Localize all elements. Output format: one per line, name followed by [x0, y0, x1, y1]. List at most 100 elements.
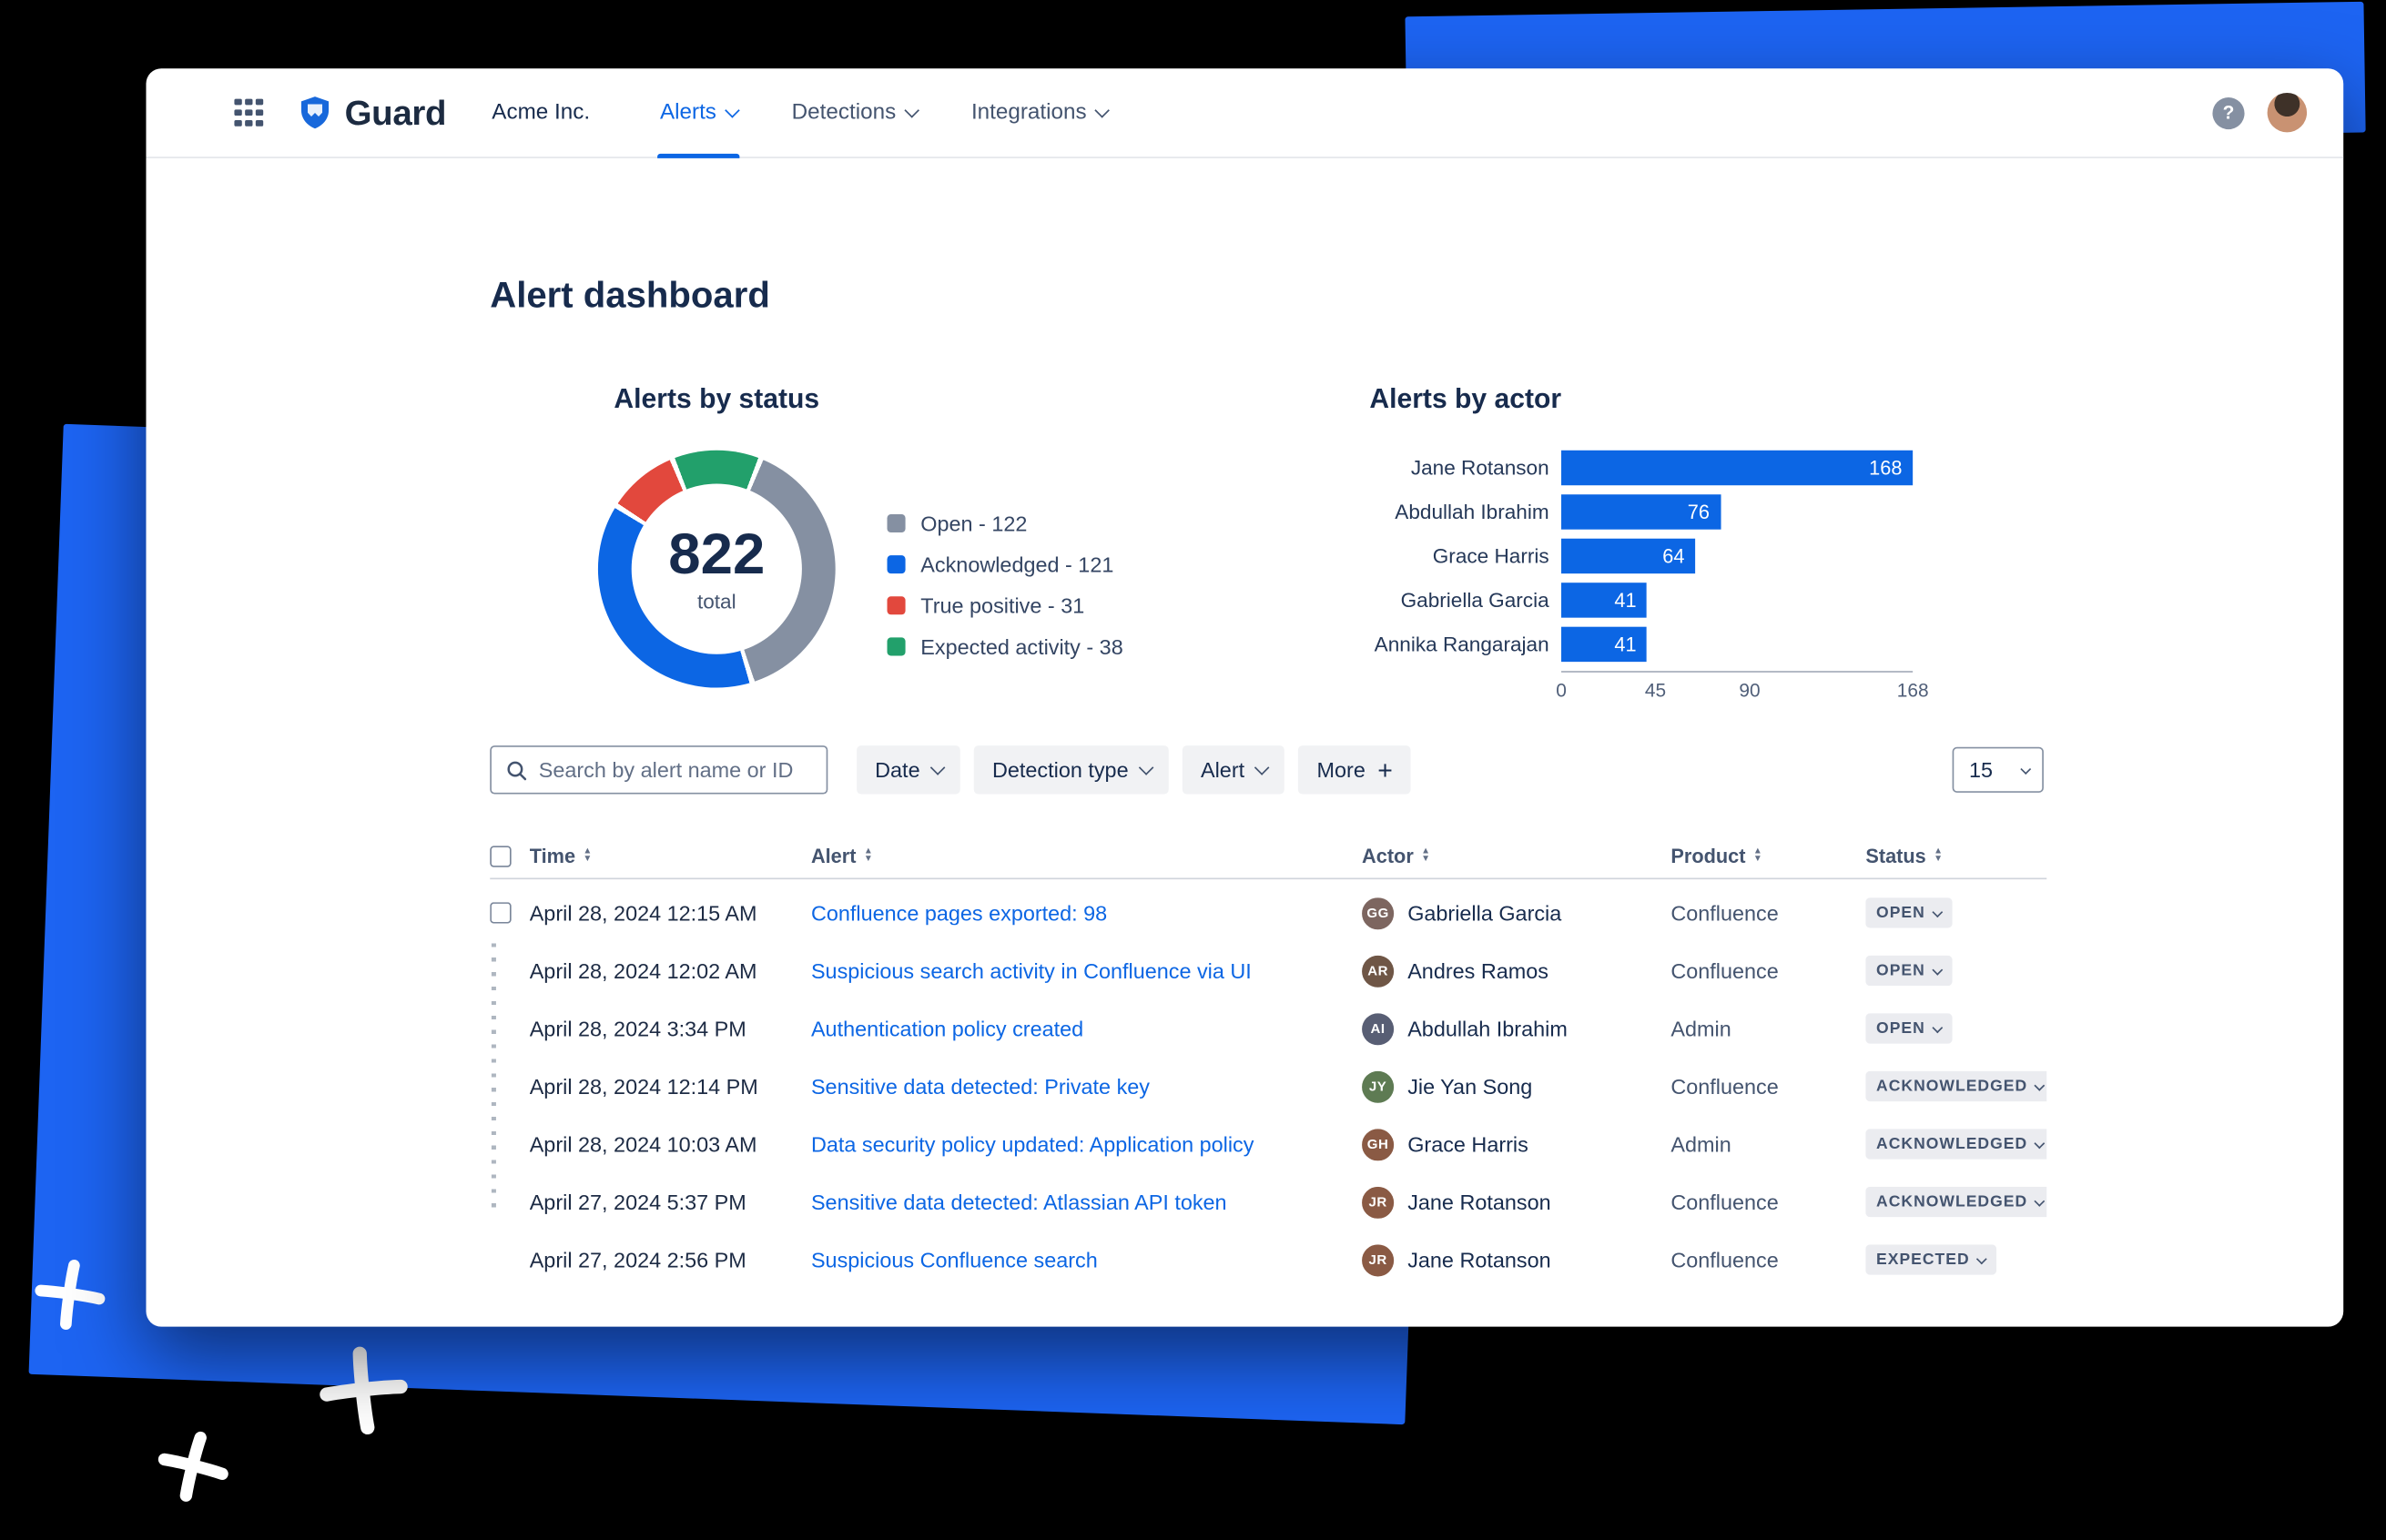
cell-actor: GH Grace Harris — [1362, 1128, 1670, 1160]
guard-shield-icon — [300, 96, 329, 129]
user-avatar[interactable] — [2267, 92, 2308, 133]
bar-track: 41 — [1561, 583, 1919, 618]
col-label: Status — [1865, 844, 1926, 867]
chevron-down-icon — [725, 102, 739, 117]
status-badge[interactable]: OPEN — [1865, 1013, 1953, 1044]
nav-item-label: Integrations — [970, 100, 1087, 126]
alert-link[interactable]: Sensitive data detected: Atlassian API t… — [810, 1190, 1227, 1214]
bar-row: Annika Rangarajan 41 — [1369, 623, 2085, 666]
cell-status: OPEN — [1865, 1013, 2046, 1044]
cell-actor: JR Jane Rotanson — [1362, 1185, 1670, 1219]
donut-total-label: total — [696, 589, 736, 613]
table-row: April 28, 2024 10:03 AM Data security pol… — [490, 1115, 2047, 1173]
col-label: Time — [529, 844, 576, 867]
table-row: April 28, 2024 12:02 AM Suspicious search… — [490, 942, 2046, 1000]
bar: 168 — [1561, 450, 1914, 486]
alert-link[interactable]: Suspicious Confluence search — [810, 1247, 1098, 1272]
nav-item-integrations[interactable]: Integrations — [970, 68, 1110, 157]
status-label: ACKNOWLEDGED — [1876, 1192, 2028, 1211]
chevron-down-icon — [1933, 906, 1943, 917]
cell-product: Admin — [1670, 1016, 1731, 1041]
more-filters-button[interactable]: More + — [1298, 745, 1411, 795]
alert-link[interactable]: Sensitive data detected: Private key — [810, 1074, 1150, 1099]
cell-product: Confluence — [1670, 958, 1779, 983]
actor-avatar: JR — [1362, 1185, 1395, 1219]
bar-category-label: Grace Harris — [1432, 544, 1549, 568]
status-badge[interactable]: OPEN — [1865, 955, 1953, 987]
alert-link[interactable]: Suspicious search activity in Confluence… — [810, 958, 1252, 983]
row-checkbox[interactable] — [490, 902, 512, 924]
status-legend: Open - 122 Acknowledged - 121 True positiv… — [887, 502, 1123, 667]
status-label: OPEN — [1876, 961, 1925, 980]
search-box — [490, 745, 828, 795]
table-row: April 27, 2024 5:37 PM Sensitive data det… — [490, 1173, 2047, 1231]
actor-avatar: JR — [1362, 1243, 1395, 1276]
legend-item: Expected activity - 38 — [887, 625, 1123, 666]
table-header: Time ▲ ▼ Alert ▲ ▼ Actor ▲ ▼ Product ▲ ▼ Sta… — [490, 834, 2047, 880]
cell-status: ACKNOWLEDGED — [1865, 1186, 2047, 1218]
alert-link[interactable]: Data security policy updated: Applicatio… — [810, 1131, 1254, 1157]
nav-item-alerts[interactable]: Alerts — [656, 68, 740, 158]
status-badge[interactable]: EXPECTED — [1865, 1244, 1996, 1275]
col-label: Alert — [810, 844, 857, 867]
actor-avatar: GH — [1362, 1128, 1395, 1160]
status-badge[interactable]: ACKNOWLEDGED — [1865, 1186, 2047, 1218]
page-size-value: 15 — [1968, 757, 1994, 783]
actor-name: Andres Ramos — [1407, 958, 1548, 983]
status-badge[interactable]: ACKNOWLEDGED — [1865, 1129, 2047, 1160]
bar: 41 — [1561, 626, 1648, 663]
cell-status: ACKNOWLEDGED — [1865, 1070, 2047, 1102]
nav-item-detections[interactable]: Detections — [792, 68, 919, 157]
legend-swatch-icon — [887, 513, 906, 532]
row-select-cell — [490, 902, 529, 924]
bar-track: 76 — [1561, 494, 1919, 530]
decorative-dots — [491, 943, 496, 1218]
col-product[interactable]: Product ▲ ▼ — [1670, 845, 1865, 867]
chevron-down-icon — [2020, 763, 2030, 774]
search-input[interactable] — [538, 757, 813, 783]
cell-alert: Suspicious Confluence search — [811, 1248, 1362, 1272]
chevron-down-icon — [1933, 964, 1943, 975]
cell-actor: AR Andres Ramos — [1362, 954, 1670, 988]
date-filter-button[interactable]: Date — [857, 745, 960, 795]
help-icon[interactable]: ? — [2212, 96, 2245, 129]
plus-icon: + — [1377, 755, 1393, 785]
cell-status: ACKNOWLEDGED — [1865, 1129, 2047, 1160]
col-actor[interactable]: Actor ▲ ▼ — [1362, 845, 1670, 867]
actor-avatar: AR — [1362, 954, 1395, 988]
table-body: April 28, 2024 12:15 AM Confluence pages … — [490, 884, 2047, 1289]
guard-logo[interactable]: Guard — [296, 92, 446, 133]
col-time[interactable]: Time ▲ ▼ — [530, 845, 811, 867]
alert-link[interactable]: Confluence pages exported: 98 — [810, 900, 1108, 926]
app-switcher-icon[interactable] — [234, 98, 263, 127]
bar: 64 — [1561, 538, 1696, 574]
select-all-cell — [490, 845, 529, 866]
col-status[interactable]: Status ▲ ▼ — [1865, 845, 2046, 867]
chevron-down-icon — [2035, 1079, 2046, 1090]
table-row: April 28, 2024 3:34 PM Authentication pol… — [490, 999, 2046, 1058]
alert-link[interactable]: Authentication policy created — [810, 1016, 1084, 1041]
cell-product: Confluence — [1670, 1074, 1779, 1099]
cell-status: OPEN — [1865, 955, 2046, 987]
sparkle-plus-icon — [157, 1431, 228, 1502]
status-chart-title: Alerts by status — [614, 383, 820, 414]
status-badge[interactable]: OPEN — [1865, 897, 1953, 928]
bar-track: 168 — [1561, 450, 1919, 486]
donut-center: 822 total — [598, 451, 836, 688]
status-badge[interactable]: ACKNOWLEDGED — [1865, 1070, 2047, 1102]
bar-rows: Jane Rotanson 168 Abdullah Ibrahim 76 Grace … — [1369, 446, 2085, 666]
donut-total-value: 822 — [668, 522, 766, 587]
x-tick-label: 168 — [1896, 680, 1929, 702]
sparkle-plus-icon — [320, 1346, 408, 1435]
page-size-select[interactable]: 15 — [1952, 746, 2044, 793]
detection-type-filter-button[interactable]: Detection type — [973, 745, 1169, 795]
alert-filter-button[interactable]: Alert — [1182, 745, 1285, 795]
bar-category-label: Gabriella Garcia — [1400, 588, 1549, 612]
table-row: April 27, 2024 2:56 PM Suspicious Conflue… — [490, 1231, 2046, 1289]
cell-time: April 27, 2024 5:37 PM — [529, 1190, 746, 1214]
status-label: EXPECTED — [1876, 1251, 1970, 1270]
col-alert[interactable]: Alert ▲ ▼ — [811, 845, 1362, 867]
chevron-down-icon — [1138, 759, 1153, 775]
select-all-checkbox[interactable] — [490, 845, 512, 866]
brand-name: Guard — [344, 92, 447, 132]
